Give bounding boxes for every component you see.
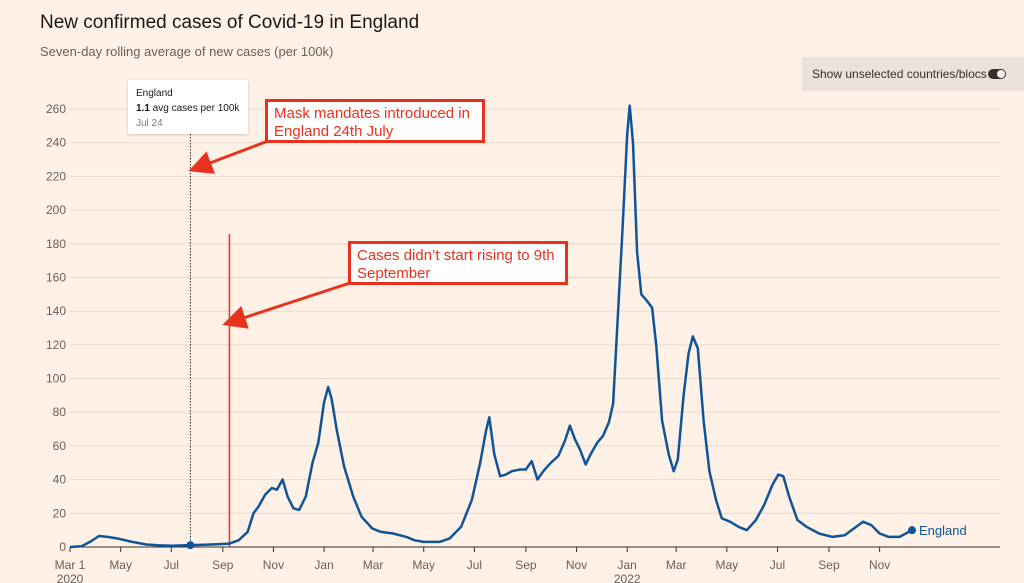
x-tick-sublabel: 2020: [57, 572, 84, 583]
x-tick-label: Sep: [515, 558, 537, 572]
y-tick-label: 80: [53, 405, 67, 419]
x-tick-label: May: [715, 558, 738, 572]
series-end-label: England: [919, 523, 967, 538]
annotation-mask-mandates: Mask mandates introduced in England 24th…: [265, 99, 485, 143]
y-tick-label: 40: [53, 473, 67, 487]
y-tick-label: 0: [59, 540, 66, 554]
x-tick-label: Jul: [164, 558, 179, 572]
x-tick-label: Nov: [869, 558, 890, 572]
y-tick-label: 220: [46, 169, 66, 183]
annotation-arrow-2: [222, 281, 351, 329]
x-tick-label: Jul: [467, 558, 482, 572]
x-tick-label: Jul: [770, 558, 785, 572]
x-tick-label: Mar: [666, 558, 687, 572]
x-tick-label: Sep: [212, 558, 234, 572]
chart-title: New confirmed cases of Covid-19 in Engla…: [40, 12, 420, 33]
y-tick-label: 260: [46, 102, 66, 116]
x-tick-label: Jan: [618, 558, 637, 572]
y-tick-label: 240: [46, 136, 66, 150]
annotation-cases-rising: Cases didn’t start rising to 9th Septemb…: [348, 241, 568, 285]
x-tick-label: May: [109, 558, 132, 572]
x-tick-label: Nov: [566, 558, 587, 572]
data-tooltip: England 1.1 avg cases per 100k Jul 24: [128, 80, 248, 134]
y-tick-label: 60: [53, 439, 67, 453]
y-tick-label: 100: [46, 372, 66, 386]
toggle-label: Show unselected countries/blocs: [812, 67, 987, 81]
annotation-arrow-1: [188, 139, 269, 174]
tooltip-value: 1.1: [136, 103, 150, 114]
series-end-point: [908, 526, 916, 535]
toggle-knob: [997, 70, 1005, 78]
chart-subtitle: Seven-day rolling average of new cases (…: [40, 44, 334, 59]
x-tick-sublabel: 2022: [614, 572, 641, 583]
tooltip-value-line: 1.1 avg cases per 100k: [136, 101, 240, 116]
y-tick-label: 180: [46, 237, 66, 251]
y-tick-label: 200: [46, 203, 66, 217]
x-tick-label: Nov: [263, 558, 284, 572]
x-tick-label: Sep: [818, 558, 840, 572]
x-tick-label: Mar: [363, 558, 384, 572]
tooltip-unit: avg cases per 100k: [149, 103, 240, 114]
x-tick-label: Mar 1: [55, 558, 86, 572]
hover-point: [186, 541, 195, 550]
series-line-england: [69, 104, 913, 549]
tooltip-date: Jul 24: [136, 118, 163, 129]
toggle-switch-icon[interactable]: [988, 69, 1006, 79]
y-tick-label: 20: [53, 506, 67, 520]
tooltip-series-name: England: [136, 88, 173, 99]
y-tick-label: 160: [46, 270, 66, 284]
y-tick-label: 120: [46, 338, 66, 352]
y-tick-label: 140: [46, 304, 66, 318]
x-tick-label: May: [412, 558, 435, 572]
x-tick-label: Jan: [314, 558, 333, 572]
show-unselected-toggle[interactable]: Show unselected countries/blocs: [802, 57, 1024, 91]
